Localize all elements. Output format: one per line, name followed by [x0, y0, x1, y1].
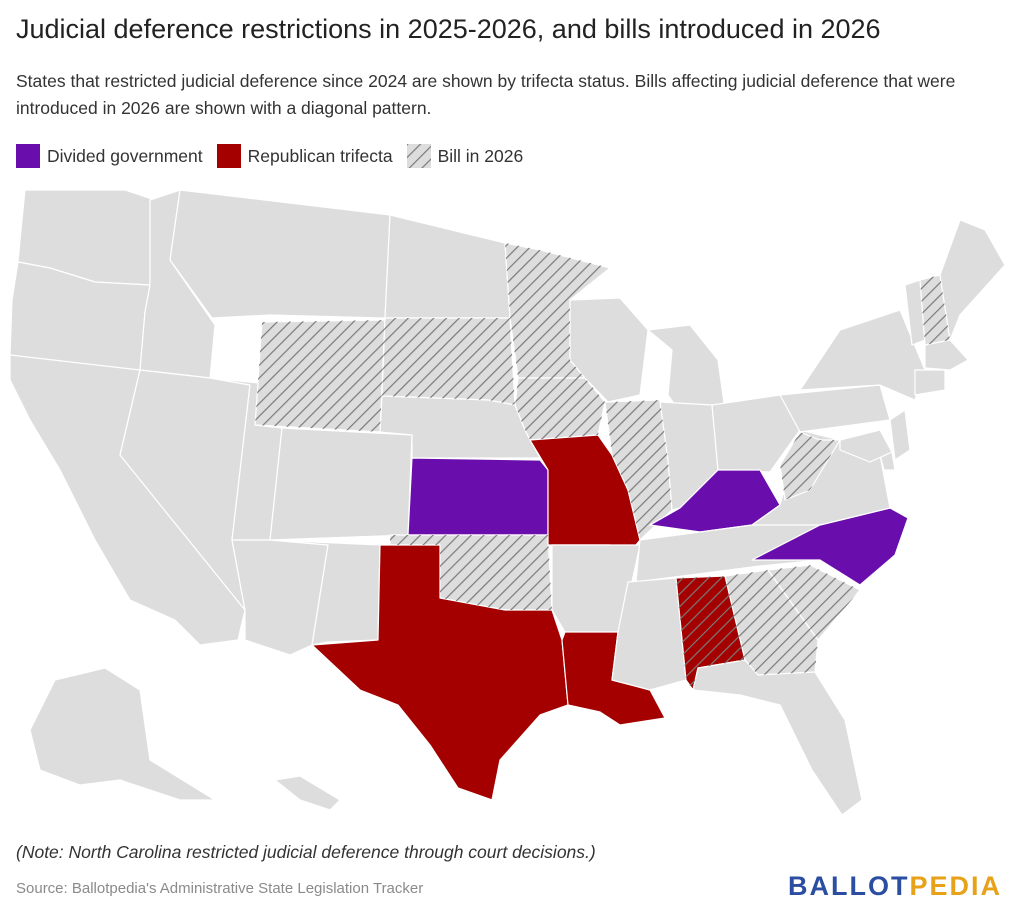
state-maryland	[839, 429, 893, 463]
legend-item-divided: Divided government	[16, 144, 203, 168]
bill-hatch-minnesota	[505, 243, 610, 378]
bill-hatch-west-virginia	[780, 432, 840, 500]
us-map	[9, 189, 1006, 816]
chart-subtitle: States that restricted judicial deferenc…	[16, 71, 956, 118]
state-kansas	[407, 457, 549, 536]
bill-hatch-south-dakota	[382, 318, 515, 405]
source-text: Source: Ballotpedia's Administrative Sta…	[16, 880, 424, 897]
legend-label-divided: Divided government	[47, 145, 203, 166]
legend-swatch-republican	[216, 144, 241, 168]
bill-hatch-iowa	[515, 378, 605, 440]
state-new-jersey	[889, 409, 911, 461]
bill-hatch-oklahoma	[390, 535, 552, 610]
state-alaska	[29, 667, 216, 801]
footnote: (Note: North Carolina restricted judicia…	[16, 842, 596, 862]
bill-hatch-georgia	[725, 570, 818, 675]
state-hawaii	[274, 775, 341, 811]
legend-swatch-divided	[16, 144, 40, 168]
state-colorado	[269, 427, 413, 541]
state-maine	[939, 219, 1006, 341]
state-connecticut	[914, 369, 946, 396]
state-florida	[692, 659, 863, 816]
legend-label-republican: Republican trifecta	[247, 145, 393, 166]
bill-hatch-wyoming	[255, 320, 385, 432]
legend-label-bill: Bill in 2026	[437, 145, 524, 166]
chart-title: Judicial deference restrictions in 2025-…	[16, 14, 881, 44]
state-pennsylvania	[779, 384, 891, 433]
legend-swatch-bill	[406, 144, 431, 168]
state-michigan	[647, 324, 726, 413]
state-massachusetts	[924, 339, 969, 371]
state-new-york	[799, 309, 926, 401]
state-north-dakota	[384, 214, 511, 319]
state-montana	[169, 189, 391, 319]
states-layer	[9, 189, 1006, 816]
legend-item-republican: Republican trifecta	[216, 144, 393, 168]
bill-hatch-alabama	[676, 576, 745, 690]
bill-hatch-illinois	[605, 400, 672, 540]
ballotpedia-logo: BALLOTPEDIA	[787, 871, 1002, 901]
legend-item-bill: Bill in 2026	[406, 144, 524, 168]
legend: Divided government Republican trifecta B…	[16, 142, 537, 170]
bill-hatch-south-carolina	[768, 565, 860, 640]
hatch-layer	[255, 243, 950, 690]
bill-hatch-new-hampshire	[920, 275, 950, 345]
